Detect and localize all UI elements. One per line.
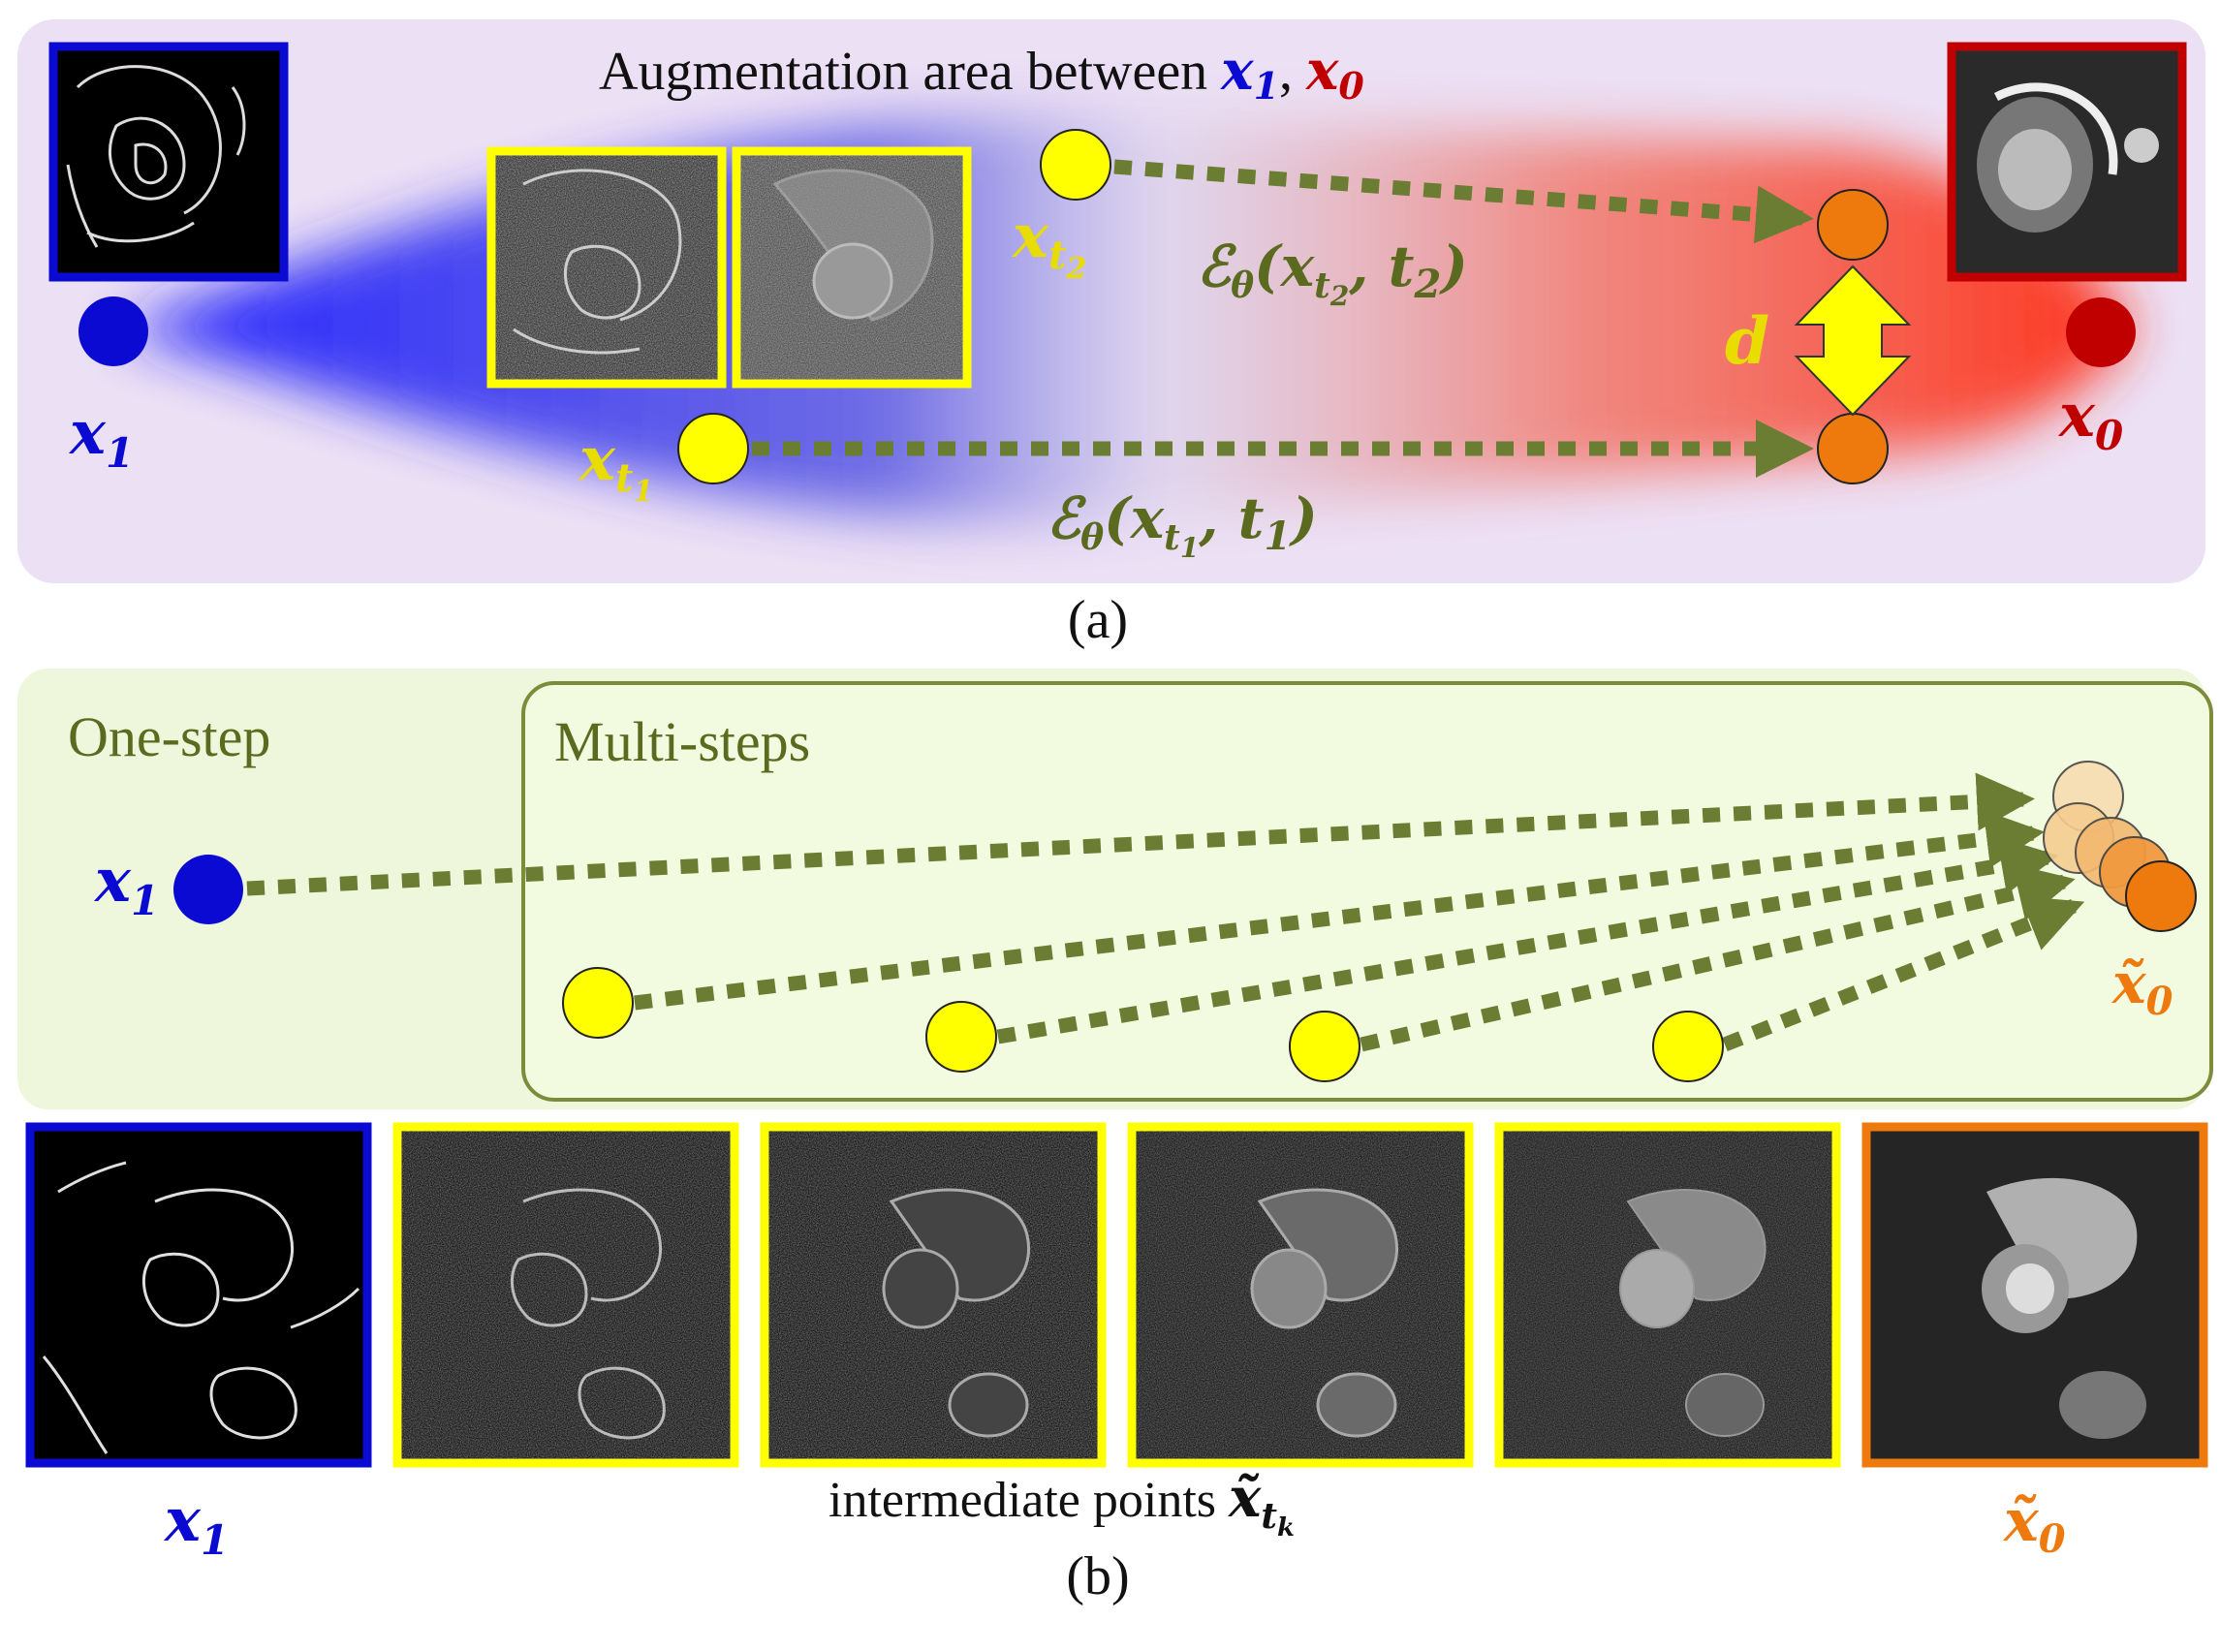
x1-point bbox=[78, 296, 148, 366]
xt1-point bbox=[677, 413, 749, 484]
xt1-noisy-image bbox=[486, 146, 727, 389]
panel-b: One-step Multi-steps x1 x̃0 bbox=[17, 669, 2213, 1606]
epsilon-t2-label: ℰθ(xt2, t2) bbox=[1197, 234, 1468, 312]
prediction-point-final bbox=[2125, 860, 2197, 932]
arrow-step-4 bbox=[1722, 895, 2085, 1051]
strip-x0-label: x̃0 bbox=[2002, 1487, 2066, 1562]
intermediate-point-4 bbox=[1652, 1011, 1724, 1082]
x1-edge-image bbox=[48, 42, 289, 282]
x0-mri-image bbox=[1947, 42, 2187, 282]
strip-intermediate-image-2 bbox=[760, 1122, 1107, 1468]
xt2-label: xt2 bbox=[1011, 201, 1086, 286]
xt1-label: xt1 bbox=[578, 423, 653, 509]
multi-steps-label: Multi-steps bbox=[554, 710, 810, 773]
x1-label-b: x1 bbox=[93, 845, 159, 924]
x0-tilde-label-b: x̃0 bbox=[2111, 951, 2173, 1024]
xt2-noisy-image bbox=[732, 146, 972, 389]
arrow-one-step bbox=[246, 772, 2035, 896]
strip-x0-mri-image bbox=[1861, 1122, 2208, 1468]
arrow-xt2-to-x0 bbox=[1113, 159, 1814, 244]
x0-label: x0 bbox=[2057, 380, 2123, 459]
epsilon-t1-label: ℰθ(xt1, t1) bbox=[1047, 485, 1318, 564]
arrow-step-3 bbox=[1360, 863, 2076, 1052]
panel-a: Augmentation area between x1, x0 x1 x0 bbox=[17, 19, 2205, 650]
strip-x1-label: x1 bbox=[163, 1484, 229, 1564]
xt2-point bbox=[1040, 129, 1111, 201]
one-step-label: One-step bbox=[68, 705, 270, 768]
x1-point-b bbox=[173, 855, 243, 924]
predicted-x0-t2-point bbox=[1817, 189, 1889, 261]
strip-x1-edge-image bbox=[25, 1122, 372, 1468]
x0-point bbox=[2066, 297, 2136, 367]
x1-label: x1 bbox=[68, 397, 134, 477]
distance-double-arrow bbox=[1794, 265, 1912, 417]
predicted-x0-t1-point bbox=[1817, 413, 1889, 484]
strip-intermediate-image-1 bbox=[392, 1122, 739, 1468]
strip-intermediate-image-4 bbox=[1494, 1122, 1841, 1468]
panel-a-title: Augmentation area between x1, x0 bbox=[599, 39, 1364, 108]
intermediate-point-1 bbox=[562, 967, 634, 1039]
bottom-image-strip bbox=[25, 1122, 2208, 1468]
intermediate-point-2 bbox=[925, 1001, 997, 1073]
arrow-step-2 bbox=[996, 836, 2059, 1044]
multi-steps-box bbox=[521, 681, 2213, 1102]
distance-d-label: d bbox=[1725, 303, 1769, 379]
intermediate-point-3 bbox=[1289, 1011, 1360, 1082]
strip-intermediate-image-3 bbox=[1127, 1122, 1474, 1468]
caption-a: (a) bbox=[1068, 590, 1128, 650]
caption-b: (b) bbox=[1066, 1546, 1129, 1606]
intermediate-points-label: intermediate points x̃tk bbox=[829, 1466, 1295, 1543]
